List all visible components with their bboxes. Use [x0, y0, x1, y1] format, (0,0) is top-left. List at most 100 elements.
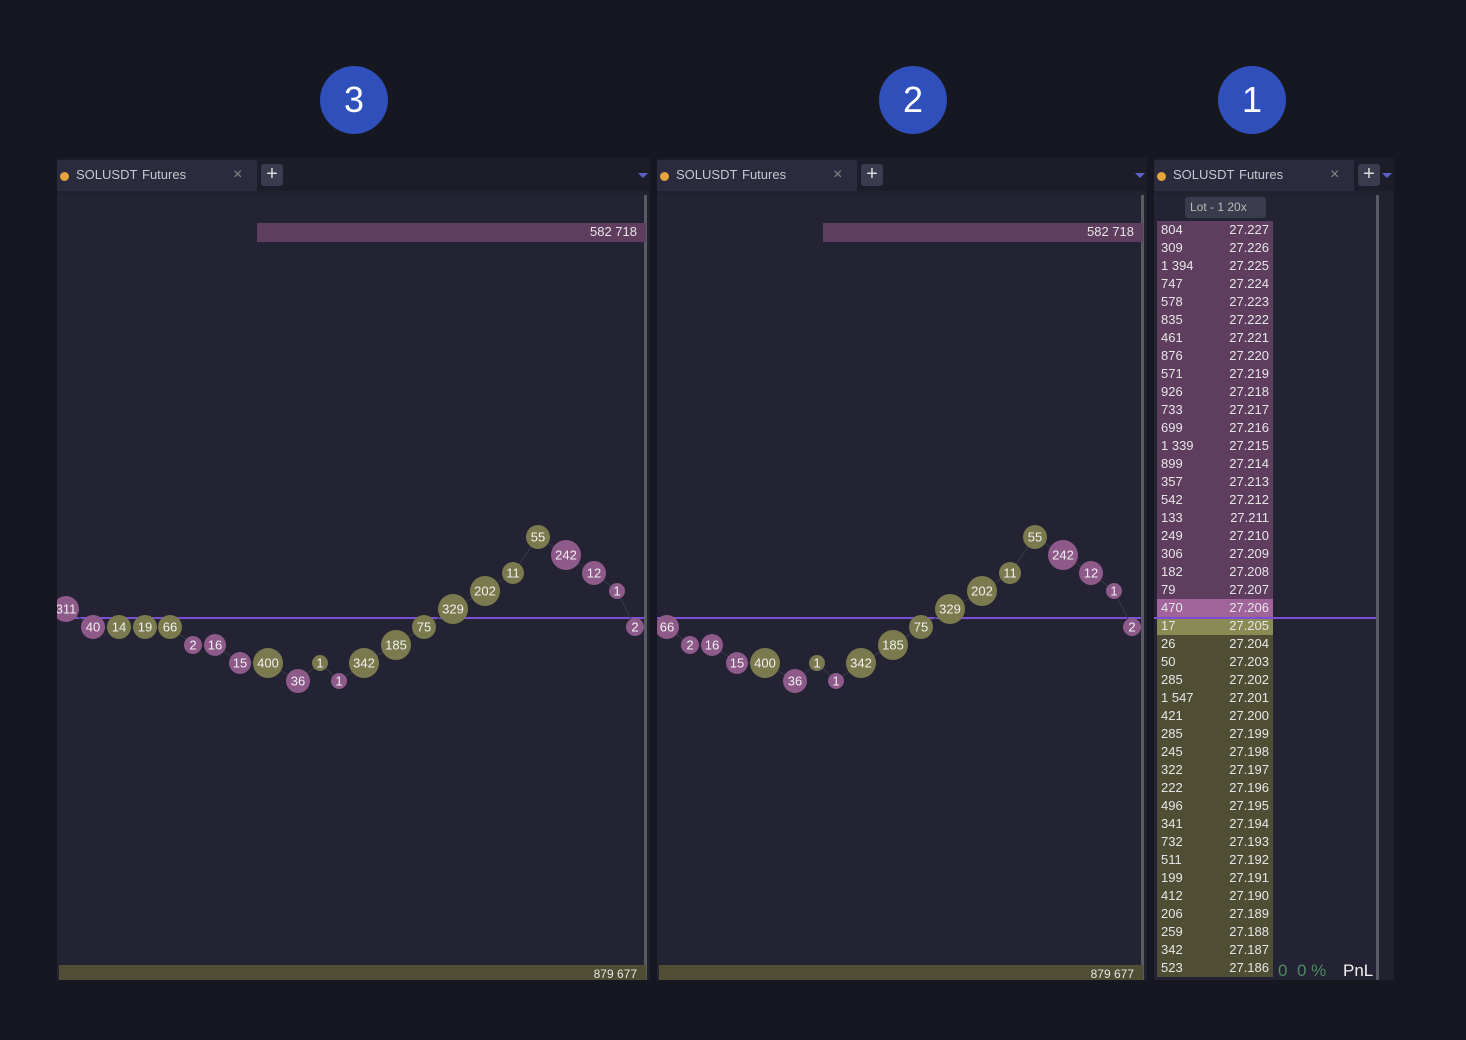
trade-bubble-label: 15	[730, 656, 744, 671]
trade-bubble	[681, 636, 699, 654]
order-size: 50	[1161, 654, 1176, 669]
scrollbar	[1141, 195, 1144, 980]
order-book-row: 804 27.227	[1157, 221, 1273, 239]
order-size: 206	[1161, 906, 1183, 921]
order-size: 835	[1161, 312, 1183, 327]
order-book-row: 199 27.191	[1157, 869, 1273, 887]
trade-bubble	[253, 648, 283, 678]
trade-bubble-label: 15	[233, 656, 247, 671]
tab-menu-arrow[interactable]	[1382, 173, 1392, 178]
panel-number-badge: 1	[1218, 66, 1286, 134]
bottom-volume-bar: 879 677	[59, 965, 646, 981]
order-book-row: 1 547 27.201	[1157, 689, 1273, 707]
trade-bubble	[626, 618, 644, 636]
order-book-row: 342 27.187	[1157, 941, 1273, 959]
tab-menu-arrow[interactable]	[1135, 173, 1145, 178]
tab-close[interactable]: ×	[1330, 166, 1340, 183]
trade-bubble-label: 66	[163, 620, 177, 635]
panel: SOLUSDT Futures × +1 582 718 879 677 66 2 16 15 40…	[657, 158, 1147, 981]
trade-bubble	[312, 655, 328, 671]
order-price: 27.190	[1229, 888, 1269, 903]
trade-bubble-label: 36	[788, 674, 802, 689]
order-price: 27.194	[1229, 816, 1269, 831]
order-size: 899	[1161, 456, 1183, 471]
trade-bubble	[133, 615, 157, 639]
order-book-row: 578 27.223	[1157, 293, 1273, 311]
tab[interactable]: SOLUSDT Futures ×	[57, 160, 257, 191]
trade-bubble-label: 202	[971, 584, 993, 599]
trade-bubble-label: 19	[138, 620, 152, 635]
order-price: 27.197	[1229, 762, 1269, 777]
order-book-row: 421 27.200	[1157, 707, 1273, 725]
order-price: 27.219	[1229, 366, 1269, 381]
tab-symbol: SOLUSDT	[76, 167, 138, 182]
add-tab-button[interactable]: +	[1358, 164, 1380, 186]
order-price: 27.209	[1229, 546, 1269, 561]
trade-bubble	[331, 673, 347, 689]
add-tab-button[interactable]: +	[861, 164, 883, 186]
order-price: 27.224	[1229, 276, 1269, 291]
order-size: 1 547	[1161, 690, 1194, 705]
trade-bubble-label: 12	[1084, 566, 1098, 581]
order-size: 732	[1161, 834, 1183, 849]
tab[interactable]: SOLUSDT Futures ×	[1154, 160, 1354, 191]
order-price: 27.207	[1229, 582, 1269, 597]
order-price: 27.199	[1229, 726, 1269, 741]
trade-bubble-label: 12	[587, 566, 601, 581]
order-price: 27.195	[1229, 798, 1269, 813]
price-line	[1154, 617, 1376, 619]
tab-close[interactable]: ×	[233, 166, 243, 183]
order-price: 27.214	[1229, 456, 1269, 471]
trade-bubble-label: 202	[474, 584, 496, 599]
order-size: 322	[1161, 762, 1183, 777]
order-book-row: 899 27.214	[1157, 455, 1273, 473]
lot-selector[interactable]: Lot - 1 20x	[1185, 197, 1266, 218]
order-price: 27.211	[1230, 510, 1269, 525]
order-size: 341	[1161, 816, 1183, 831]
add-tab-button[interactable]: +	[261, 164, 283, 186]
order-book-row: 259 27.188	[1157, 923, 1273, 941]
tab-menu-arrow[interactable]	[638, 173, 648, 178]
order-size: 699	[1161, 420, 1183, 435]
trade-bubble-label: 185	[882, 638, 904, 653]
trade-bubble	[967, 576, 997, 606]
trade-bubble-label: 329	[939, 602, 961, 617]
tab[interactable]: SOLUSDT Futures ×	[657, 160, 857, 191]
order-price: 27.191	[1229, 870, 1269, 885]
order-size: 79	[1161, 582, 1176, 597]
trade-bubble	[204, 634, 226, 656]
content	[57, 195, 644, 980]
bottom-volume-bar: 879 677	[659, 965, 1143, 981]
tab-close[interactable]: ×	[833, 166, 843, 183]
trade-bubble-label: 40	[86, 620, 100, 635]
order-book-row: 461 27.221	[1157, 329, 1273, 347]
trade-bubble	[1106, 583, 1122, 599]
order-book-row: 412 27.190	[1157, 887, 1273, 905]
trade-bubble	[229, 652, 251, 674]
trade-bubble-label: 2	[189, 638, 196, 653]
order-price: 27.204	[1229, 636, 1269, 651]
trade-bubble	[551, 540, 581, 570]
trade-bubble-label: 2	[686, 638, 693, 653]
order-price: 27.226	[1229, 240, 1269, 255]
order-book-row: 341 27.194	[1157, 815, 1273, 833]
order-size: 1 339	[1161, 438, 1194, 453]
trade-bubble	[609, 583, 625, 599]
status-dot	[60, 172, 69, 181]
order-size: 733	[1161, 402, 1183, 417]
trade-bubble	[783, 669, 807, 693]
order-size: 222	[1161, 780, 1183, 795]
trade-bubble	[57, 596, 79, 622]
order-book-row: 249 27.210	[1157, 527, 1273, 545]
trade-bubble-label: 311	[57, 602, 76, 617]
order-size: 199	[1161, 870, 1183, 885]
trade-bubble	[184, 636, 202, 654]
order-price: 27.223	[1229, 294, 1269, 309]
status-dot	[1157, 172, 1166, 181]
trade-bubble	[750, 648, 780, 678]
trade-bubble	[286, 669, 310, 693]
order-book-row: 322 27.197	[1157, 761, 1273, 779]
order-price: 27.192	[1229, 852, 1269, 867]
